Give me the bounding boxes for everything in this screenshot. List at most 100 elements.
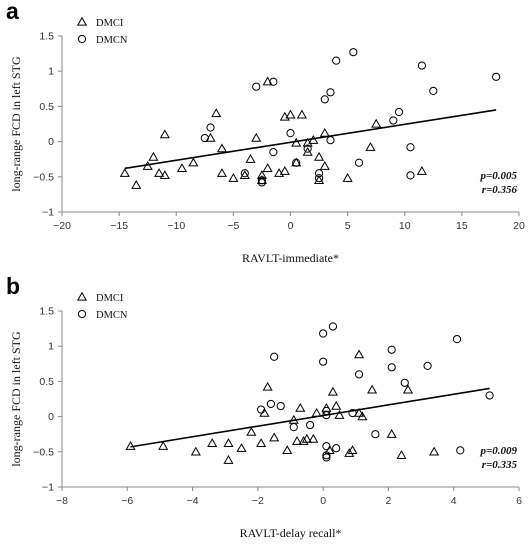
chart-panel-b: b −1 −0.5 0 0.5 1 1.5 −8 −6 −4 −2 0 2 4 6 RAVLT-delay … bbox=[0, 273, 530, 550]
data-point-dmci bbox=[159, 170, 170, 180]
panel-label-b: b bbox=[6, 273, 21, 299]
y-tick-label: 0 bbox=[48, 136, 54, 148]
data-point-dmcn bbox=[292, 158, 301, 167]
data-point-dmcn bbox=[305, 420, 315, 430]
x-tick-label: 0 bbox=[320, 495, 326, 507]
data-point-dmci bbox=[251, 132, 262, 142]
data-point-dmci bbox=[236, 443, 247, 452]
data-point-dmcn bbox=[320, 95, 329, 104]
y-axis-title: long-range FCD in left STG bbox=[9, 331, 23, 467]
data-point-dmci bbox=[291, 436, 303, 445]
data-point-dmcn bbox=[349, 48, 358, 57]
data-point-dmci bbox=[131, 180, 142, 189]
series-dmcn bbox=[257, 322, 494, 462]
data-point-dmcn bbox=[314, 174, 324, 183]
data-point-dmci bbox=[353, 349, 365, 359]
series-dmcn bbox=[200, 48, 501, 187]
legend-marker-dmcn bbox=[77, 309, 87, 319]
data-point-dmci bbox=[223, 455, 234, 464]
data-point-dmcn bbox=[492, 72, 501, 81]
data-point-dmci bbox=[148, 151, 159, 161]
x-tick-label: −5 bbox=[227, 220, 239, 232]
x-tick-label: −10 bbox=[167, 220, 185, 232]
data-point-dmci bbox=[353, 407, 365, 417]
y-tick-label: 0.5 bbox=[39, 376, 54, 388]
data-point-dmci bbox=[311, 407, 322, 417]
scatter-plot-a: −1 −0.5 0 0.5 1 1.5 −20 −15 −10 −5 0 5 10 15 20 RAVLT-i… bbox=[9, 16, 525, 265]
y-tick-label: −1 bbox=[42, 207, 54, 219]
y-tick-label: −0.5 bbox=[33, 446, 54, 458]
data-point-dmci bbox=[190, 446, 201, 456]
data-point-dmcn bbox=[322, 442, 331, 451]
data-point-dmcn bbox=[252, 82, 261, 91]
data-point-dmci bbox=[223, 438, 234, 448]
data-point-dmci bbox=[319, 127, 330, 137]
data-point-dmcn bbox=[354, 370, 364, 379]
data-point-dmcn bbox=[326, 136, 335, 145]
y-tick-label: −1 bbox=[42, 482, 54, 494]
data-point-dmcn bbox=[270, 352, 279, 361]
data-point-dmci bbox=[357, 411, 368, 421]
data-point-dmcn bbox=[429, 86, 438, 96]
data-point-dmci bbox=[256, 438, 267, 448]
data-point-dmcn bbox=[289, 423, 298, 432]
data-point-dmci bbox=[239, 170, 250, 180]
data-point-dmci bbox=[347, 445, 358, 455]
legend-marker-dmci bbox=[76, 16, 88, 26]
data-point-dmci bbox=[334, 409, 345, 419]
data-point-dmci bbox=[211, 108, 222, 118]
p-value-annotation: p=0.009 bbox=[479, 445, 517, 457]
data-point-dmci bbox=[216, 168, 228, 177]
data-point-dmci bbox=[119, 168, 130, 177]
data-point-dmci bbox=[331, 400, 342, 410]
data-point-dmcn bbox=[394, 107, 404, 117]
data-point-dmcn bbox=[269, 77, 278, 86]
p-value-annotation: p=0.005 bbox=[479, 170, 517, 182]
data-point-dmci bbox=[429, 446, 440, 456]
data-point-dmci bbox=[365, 142, 376, 151]
data-point-dmci bbox=[279, 165, 290, 175]
data-point-dmcn bbox=[332, 444, 341, 453]
x-axis-title: RAVLT-immediate* bbox=[242, 251, 339, 265]
r-value-annotation: r=0.335 bbox=[482, 459, 518, 471]
x-tick-label: 15 bbox=[456, 220, 468, 232]
data-point-dmci bbox=[308, 433, 319, 443]
legend-label-dmcn: DMCN bbox=[96, 310, 128, 321]
data-point-dmcn bbox=[354, 158, 364, 167]
data-point-dmcn bbox=[266, 399, 276, 409]
data-point-dmci bbox=[158, 440, 169, 450]
data-point-dmci bbox=[371, 118, 382, 128]
data-point-dmci bbox=[207, 438, 218, 448]
x-tick-label: −2 bbox=[252, 495, 264, 507]
data-point-dmci bbox=[245, 153, 256, 163]
series-dmci bbox=[125, 349, 440, 464]
data-point-dmcn bbox=[423, 361, 432, 371]
legend-label-dmcn: DMCN bbox=[96, 35, 128, 46]
data-point-dmcn bbox=[257, 176, 267, 185]
data-point-dmcn bbox=[328, 322, 338, 331]
data-point-dmci bbox=[125, 440, 136, 450]
y-tick-label: 1 bbox=[48, 66, 54, 78]
data-point-dmcn bbox=[387, 345, 396, 354]
x-tick-label: 0 bbox=[288, 220, 294, 232]
data-point-dmci bbox=[262, 163, 273, 173]
data-point-dmcn bbox=[322, 453, 331, 462]
legend-label-dmci: DMCI bbox=[96, 293, 124, 304]
legend-marker-dmcn bbox=[77, 34, 87, 44]
data-point-dmcn bbox=[371, 430, 380, 439]
x-tick-label: −8 bbox=[56, 495, 68, 507]
data-point-dmci bbox=[298, 436, 309, 445]
data-point-dmci bbox=[342, 173, 353, 182]
x-tick-label: −4 bbox=[187, 495, 199, 507]
data-point-dmci bbox=[327, 386, 338, 396]
r-value-annotation: r=0.356 bbox=[482, 184, 518, 196]
data-point-dmci bbox=[228, 173, 239, 182]
data-point-dmcn bbox=[319, 329, 328, 338]
x-tick-label: 6 bbox=[516, 495, 522, 507]
data-point-dmcn bbox=[456, 446, 465, 455]
data-point-dmcn bbox=[417, 61, 426, 70]
x-tick-label: −6 bbox=[121, 495, 133, 507]
data-point-dmcn bbox=[200, 133, 209, 143]
data-point-dmci bbox=[296, 109, 307, 119]
data-point-dmci bbox=[416, 165, 427, 175]
